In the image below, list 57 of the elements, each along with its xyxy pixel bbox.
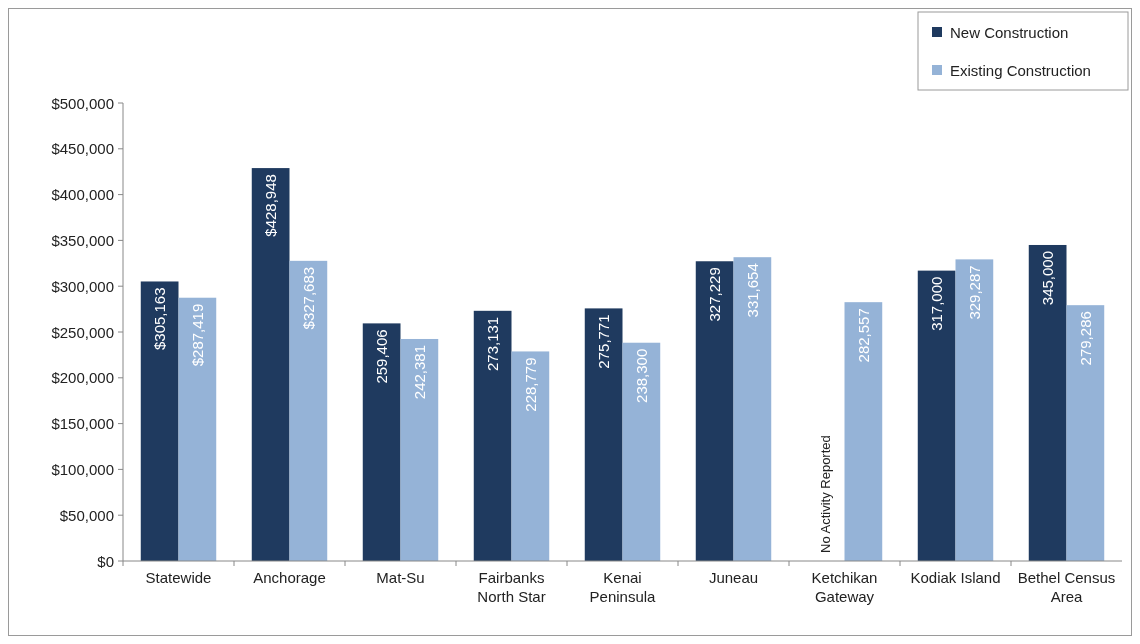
y-tick-label: $200,000 [51, 369, 114, 387]
y-tick-label: $500,000 [51, 94, 114, 112]
y-tick-label: $350,000 [51, 231, 114, 249]
bar [473, 310, 512, 561]
legend-label: Existing Construction [950, 61, 1091, 79]
y-tick-label: $50,000 [59, 506, 114, 524]
x-tick-label: Anchorage [253, 569, 326, 586]
data-label: 327,229 [706, 267, 724, 322]
bar [955, 259, 994, 561]
y-tick-label: $300,000 [51, 277, 114, 295]
bar [584, 308, 623, 561]
data-label: 331,654 [743, 263, 761, 318]
y-tick-label: $0 [97, 552, 114, 570]
bar [511, 351, 550, 561]
legend-label: New Construction [950, 23, 1069, 41]
data-label: 228,779 [521, 357, 539, 412]
bar [695, 261, 734, 561]
data-label: $305,163 [151, 287, 169, 351]
x-tick-label: Ketchikan Gateway [811, 569, 878, 605]
data-label: 259,406 [373, 329, 391, 384]
y-tick-label: $150,000 [51, 415, 114, 433]
bar [289, 260, 328, 561]
bar [251, 168, 290, 561]
data-label: 242,381 [410, 344, 428, 400]
x-tick-label: Juneau [708, 569, 759, 586]
bar [917, 270, 956, 561]
x-tick-label: Fairbanks North Star [477, 569, 546, 605]
bar [1066, 305, 1105, 561]
bar [140, 281, 179, 561]
bar [622, 342, 661, 561]
x-tick-label: Statewide [145, 569, 212, 586]
bar [1028, 244, 1067, 561]
y-tick-label: $250,000 [51, 323, 114, 341]
annotation: No Activity Reported [818, 435, 834, 553]
data-label: 238,300 [632, 348, 650, 403]
x-tick-label: Bethel Census Area [1017, 569, 1116, 605]
x-tick-label: Kodiak Island [910, 569, 1001, 586]
data-label: 329,287 [965, 265, 983, 320]
data-label: 282,557 [854, 308, 872, 363]
data-label: $428,948 [262, 174, 280, 237]
data-label: 279,286 [1076, 311, 1094, 366]
data-label: 345,000 [1039, 250, 1057, 306]
bar [178, 297, 217, 561]
bar [400, 338, 439, 561]
y-tick-label: $400,000 [51, 186, 114, 204]
data-label: 273,131 [484, 316, 502, 372]
bar [844, 302, 883, 561]
bar [362, 323, 401, 561]
y-tick-label: $450,000 [51, 140, 114, 158]
bar [733, 257, 772, 561]
x-tick-label: Mat-Su [376, 569, 425, 586]
data-label: $287,419 [188, 303, 206, 367]
y-tick-label: $100,000 [51, 460, 114, 478]
x-tick-label: Kenai Peninsula [589, 569, 657, 605]
data-label: $327,683 [299, 266, 317, 330]
data-label: 275,771 [595, 314, 613, 369]
data-label: 317,000 [928, 276, 946, 331]
